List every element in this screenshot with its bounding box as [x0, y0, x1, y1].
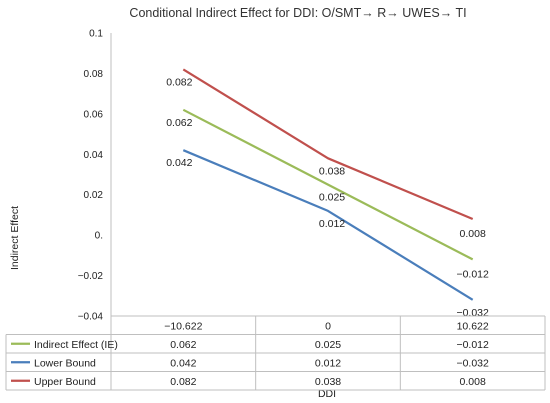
y-tick-label: −0.04	[78, 312, 104, 323]
legend-label: Indirect Effect (IE)	[34, 339, 118, 351]
data-label: 0.082	[166, 76, 192, 88]
y-tick-label: 0.	[95, 231, 103, 242]
data-label: −0.012	[456, 268, 489, 280]
table-cell: 0.062	[170, 339, 196, 351]
y-tick-label: 0.04	[84, 150, 104, 161]
series-line	[182, 68, 474, 221]
y-tick-label: 0.08	[84, 69, 104, 80]
table-cell: −0.012	[456, 339, 489, 351]
legend-label: Upper Bound	[34, 376, 96, 388]
data-label: 0.025	[319, 192, 345, 204]
y-tick-label: 0.02	[84, 190, 104, 201]
x-tick-label: −10.622	[164, 320, 202, 332]
data-label: 0.062	[166, 117, 192, 129]
table-cell: 0.008	[460, 376, 486, 388]
table-cell: −0.032	[456, 357, 489, 369]
y-axis-title: Indirect Effect	[9, 206, 21, 270]
data-label: 0.038	[319, 165, 345, 177]
chart-title: Conditional Indirect Effect for DDI: O/S…	[129, 6, 466, 20]
y-tick-label: −0.02	[78, 271, 104, 282]
series-line	[182, 149, 474, 301]
x-axis-title: DDI	[318, 388, 336, 400]
x-tick-label: 0	[325, 320, 331, 332]
data-label: 0.042	[166, 157, 192, 169]
data-label: −0.032	[456, 307, 489, 319]
x-tick-label: 10.622	[457, 320, 489, 332]
table-cell: 0.025	[315, 339, 341, 351]
data-label: 0.008	[460, 228, 486, 240]
y-tick-label: 0.1	[89, 29, 103, 40]
y-tick-label: 0.06	[84, 109, 104, 120]
table-cell: 0.082	[170, 376, 196, 388]
table-cell: 0.042	[170, 357, 196, 369]
table-cell: 0.038	[315, 376, 341, 388]
table-cell: 0.012	[315, 357, 341, 369]
series-line	[182, 108, 474, 261]
legend-label: Lower Bound	[34, 357, 96, 369]
data-label: 0.012	[319, 218, 345, 230]
